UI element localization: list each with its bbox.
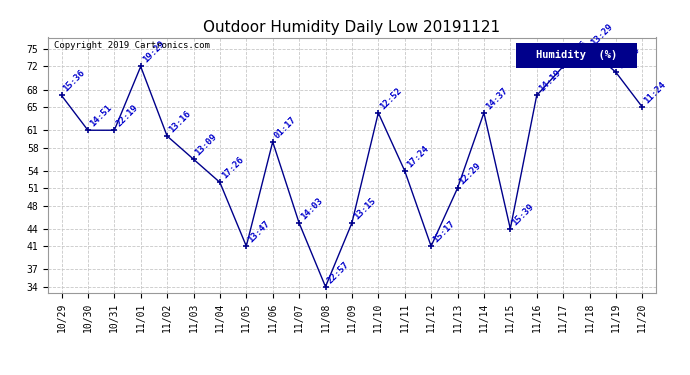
Text: 14:37: 14:37	[484, 86, 509, 111]
Text: 19:29: 19:29	[141, 39, 166, 65]
Point	[558, 63, 569, 69]
Point	[241, 243, 252, 249]
Point	[531, 93, 542, 99]
Text: 12:52: 12:52	[378, 86, 404, 111]
Point	[505, 226, 516, 232]
Text: 12:29: 12:29	[457, 161, 483, 186]
Point	[135, 63, 146, 69]
Text: 13:29: 13:29	[589, 22, 615, 47]
Text: 13:47: 13:47	[246, 219, 272, 245]
Point	[400, 168, 411, 174]
Text: 13:16: 13:16	[167, 109, 193, 134]
Point	[373, 110, 384, 116]
Text: Copyright 2019 Cartronics.com: Copyright 2019 Cartronics.com	[55, 41, 210, 50]
Point	[56, 93, 67, 99]
Text: 01:17: 01:17	[273, 115, 298, 140]
Title: Outdoor Humidity Daily Low 20191121: Outdoor Humidity Daily Low 20191121	[204, 20, 500, 35]
Point	[188, 156, 199, 162]
Point	[611, 69, 622, 75]
Text: 14:19: 14:19	[537, 68, 562, 94]
Point	[267, 139, 278, 145]
Text: 17:26: 17:26	[220, 155, 245, 181]
Point	[320, 284, 331, 290]
Text: 13:29: 13:29	[616, 45, 641, 70]
Point	[109, 127, 120, 133]
Point	[161, 133, 172, 139]
Text: 13:15: 13:15	[352, 196, 377, 221]
Point	[637, 104, 648, 110]
Text: 14:03: 14:03	[299, 196, 324, 221]
Point	[426, 243, 437, 249]
Text: 11:24: 11:24	[642, 80, 668, 105]
Text: 13:09: 13:09	[193, 132, 219, 158]
Text: 15:17: 15:17	[431, 219, 457, 245]
Point	[215, 179, 226, 185]
Text: 22:19: 22:19	[115, 103, 139, 129]
Text: 14:51: 14:51	[88, 103, 113, 129]
Point	[346, 220, 357, 226]
Text: 15:36: 15:36	[61, 68, 87, 94]
Point	[293, 220, 304, 226]
Point	[452, 185, 463, 191]
Text: 17:24: 17:24	[405, 144, 430, 169]
Point	[82, 127, 93, 133]
Text: 12:06: 12:06	[563, 39, 589, 65]
Point	[478, 110, 489, 116]
Text: 22:57: 22:57	[326, 260, 351, 285]
Point	[584, 46, 595, 52]
Text: 15:39: 15:39	[511, 202, 535, 227]
